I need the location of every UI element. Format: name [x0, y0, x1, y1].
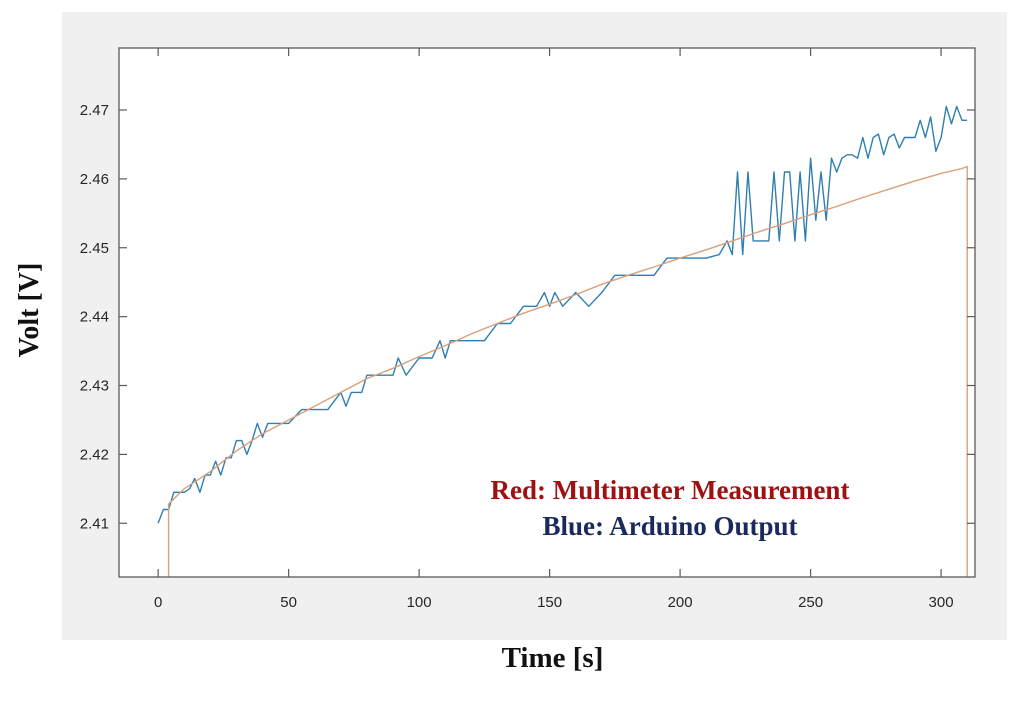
y-tick-label: 2.46 [80, 171, 109, 188]
x-tick-label: 50 [280, 594, 297, 611]
x-tick-label: 200 [668, 594, 693, 611]
series-layer [157, 105, 968, 577]
y-tick-label: 2.44 [80, 309, 109, 326]
y-tick-label: 2.41 [80, 515, 109, 532]
legend-annotation: Red: Multimeter Measurement Blue: Arduin… [395, 472, 945, 544]
y-tick-label: 2.47 [80, 102, 109, 119]
legend-blue-label: Blue: Arduino Output [542, 511, 798, 541]
y-tick-label: 2.43 [80, 378, 109, 395]
axes: 0 50 100 150 200 250 300 2.41 2.42 2.43 2.44 2.45 2.… [80, 47, 976, 611]
x-axis-label: Time [s] [0, 642, 1035, 675]
y-axis-label: Volt [V] [14, 262, 45, 358]
y-tick-label: 2.45 [80, 240, 109, 257]
x-tick-label: 100 [407, 594, 432, 611]
x-tick-label: 0 [154, 594, 162, 611]
y-tick-label: 2.42 [80, 446, 109, 463]
x-tick-label: 150 [537, 594, 562, 611]
x-tick-label: 250 [798, 594, 823, 611]
x-axis-label-text: Time [s] [501, 642, 604, 674]
series-multimeter-line [167, 165, 968, 577]
x-tick-label: 300 [929, 594, 954, 611]
series-arduino-line [157, 105, 968, 524]
axes-box [118, 47, 976, 578]
plot-area [119, 48, 975, 577]
legend-red-label: Red: Multimeter Measurement [490, 475, 850, 505]
